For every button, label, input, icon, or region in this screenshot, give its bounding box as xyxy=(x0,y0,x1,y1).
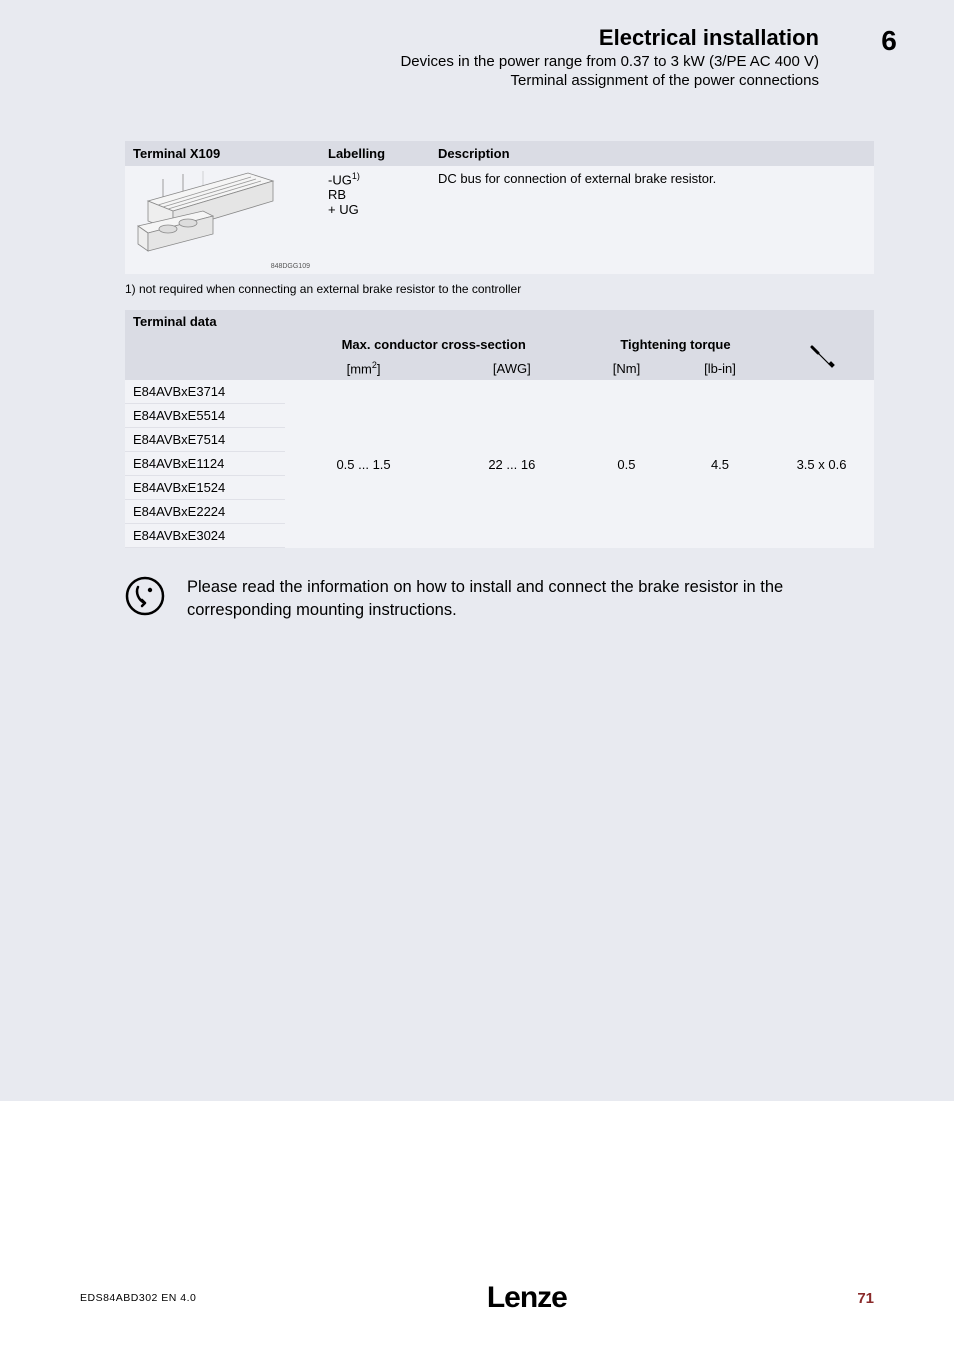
labelling-cell: -UG1) RB + UG xyxy=(320,166,430,274)
label-ug-neg: -UG xyxy=(328,172,352,187)
th-screwdriver xyxy=(769,333,874,380)
model-cell: E84AVBxE3714 xyxy=(125,380,285,404)
section-subtitle-2: Terminal assignment of the power connect… xyxy=(45,72,819,89)
th-torque: Tightening torque xyxy=(582,333,769,356)
description-cell: DC bus for connection of external brake … xyxy=(430,166,874,274)
th-conductor: Max. conductor cross-section xyxy=(285,333,582,356)
terminal-x109-table: Terminal X109 Labelling Description xyxy=(125,141,874,274)
section-subtitle-1: Devices in the power range from 0.37 to … xyxy=(45,53,819,70)
th-labelling: Labelling xyxy=(320,141,430,166)
th-lbin: [lb-in] xyxy=(671,356,769,380)
data-unit-row: [mm2] [AWG] [Nm] [lb-in] xyxy=(125,356,874,380)
th-description: Description xyxy=(430,141,874,166)
terminal-image-cell: 848DGG109 xyxy=(125,166,320,274)
model-cell: E84AVBxE5514 xyxy=(125,404,285,428)
model-cell: E84AVBxE3024 xyxy=(125,524,285,548)
val-nm: 0.5 xyxy=(582,380,671,548)
val-lbin: 4.5 xyxy=(671,380,769,548)
tip-icon xyxy=(125,576,165,616)
th-terminal: Terminal X109 xyxy=(125,141,320,166)
label-ug-pos: + UG xyxy=(328,202,359,217)
data-group-header-row: Max. conductor cross-section Tightening … xyxy=(125,333,874,356)
document-code: EDS84ABD302 EN 4.0 xyxy=(80,1292,196,1304)
page-footer: EDS84ABD302 EN 4.0 Lenze 71 xyxy=(0,1281,954,1315)
tip-text: Please read the information on how to in… xyxy=(187,576,874,621)
illustration-code: 848DGG109 xyxy=(271,263,310,270)
label-ug-neg-sup: 1) xyxy=(352,171,360,181)
page-header: Electrical installation Devices in the p… xyxy=(0,0,954,101)
th-nm: [Nm] xyxy=(582,356,671,380)
footnote: 1) not required when connecting an exter… xyxy=(125,282,874,296)
tip-block: Please read the information on how to in… xyxy=(125,576,874,621)
data-title-row: Terminal data xyxy=(125,310,874,333)
screwdriver-icon xyxy=(808,341,836,369)
th-awg: [AWG] xyxy=(442,356,582,380)
content-area: Terminal X109 Labelling Description xyxy=(0,101,954,1101)
th-mm2: [mm2] xyxy=(285,356,441,380)
lenze-logo: Lenze xyxy=(487,1281,567,1315)
val-mm2: 0.5 ... 1.5 xyxy=(285,380,441,548)
table-row: 848DGG109 -UG1) RB + UG DC bus for conne… xyxy=(125,166,874,274)
label-rb: RB xyxy=(328,187,346,202)
terminal-connector-illustration xyxy=(133,171,293,266)
model-cell: E84AVBxE1124 xyxy=(125,452,285,476)
val-last: 3.5 x 0.6 xyxy=(769,380,874,548)
model-cell: E84AVBxE2224 xyxy=(125,500,285,524)
header-text-block: Electrical installation Devices in the p… xyxy=(45,25,819,89)
page-number: 71 xyxy=(857,1290,874,1307)
model-cell: E84AVBxE1524 xyxy=(125,476,285,500)
table-header-row: Terminal X109 Labelling Description xyxy=(125,141,874,166)
section-title: Electrical installation xyxy=(45,25,819,51)
model-cell: E84AVBxE7514 xyxy=(125,428,285,452)
terminal-data-table: Terminal data Max. conductor cross-secti… xyxy=(125,310,874,548)
val-awg: 22 ... 16 xyxy=(442,380,582,548)
chapter-number: 6 xyxy=(869,25,909,57)
data-title: Terminal data xyxy=(125,310,874,333)
